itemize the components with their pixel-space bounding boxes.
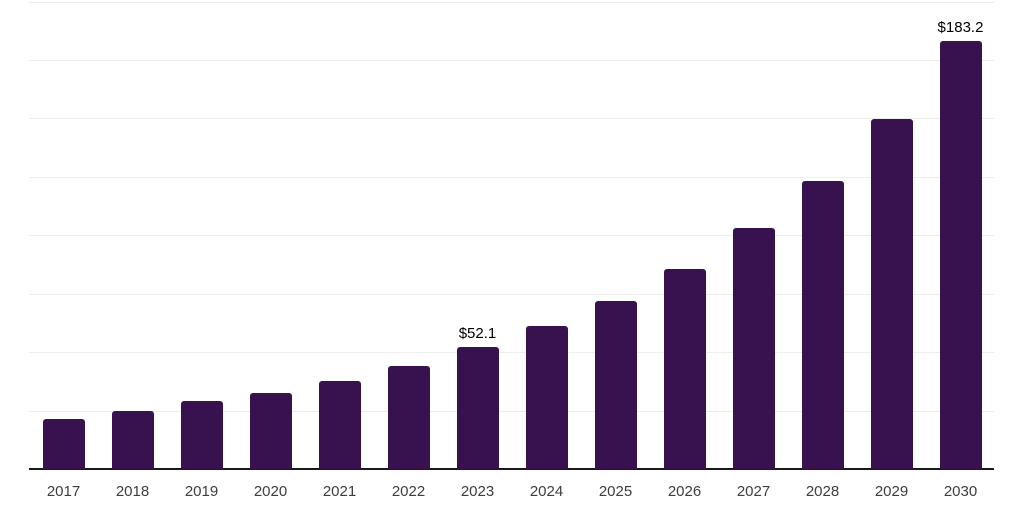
x-tick-label-2028: 2028 — [805, 483, 840, 500]
gridline — [29, 235, 994, 237]
x-tick-label-2019: 2019 — [184, 483, 219, 500]
gridline — [29, 410, 994, 412]
bar-2023 — [456, 347, 499, 469]
bar-2020 — [249, 393, 292, 469]
bar-2026 — [663, 268, 706, 469]
x-tick-label-2023: 2023 — [460, 483, 495, 500]
gridline — [29, 293, 994, 295]
data-label-2030: $183.2 — [937, 18, 984, 36]
gridline — [29, 1, 994, 3]
bar-2025 — [594, 301, 637, 469]
gridline — [29, 352, 994, 354]
x-tick-label-2021: 2021 — [322, 483, 357, 500]
bar-2028 — [801, 180, 844, 469]
x-tick-label-2020: 2020 — [253, 483, 288, 500]
x-tick-label-2027: 2027 — [736, 483, 771, 500]
x-tick-label-2017: 2017 — [46, 483, 81, 500]
bar-2029 — [870, 118, 913, 469]
x-tick-label-2030: 2030 — [943, 483, 978, 500]
bar-2030 — [939, 40, 982, 469]
bar-2017 — [42, 418, 85, 469]
bar-2027 — [732, 228, 775, 469]
bar-2022 — [387, 366, 430, 469]
x-tick-label-2029: 2029 — [874, 483, 909, 500]
bar-2024 — [525, 326, 568, 469]
x-tick-label-2026: 2026 — [667, 483, 702, 500]
gridline — [29, 59, 994, 61]
x-tick-label-2018: 2018 — [115, 483, 150, 500]
bar-2019 — [180, 400, 223, 469]
x-tick-label-2025: 2025 — [598, 483, 633, 500]
gridline — [29, 176, 994, 178]
bar-2021 — [318, 381, 361, 469]
x-axis-line — [29, 468, 994, 470]
x-tick-label-2024: 2024 — [529, 483, 564, 500]
gridline — [29, 118, 994, 120]
x-tick-label-2022: 2022 — [391, 483, 426, 500]
data-label-2023: $52.1 — [458, 325, 497, 343]
bar-2018 — [111, 411, 154, 469]
